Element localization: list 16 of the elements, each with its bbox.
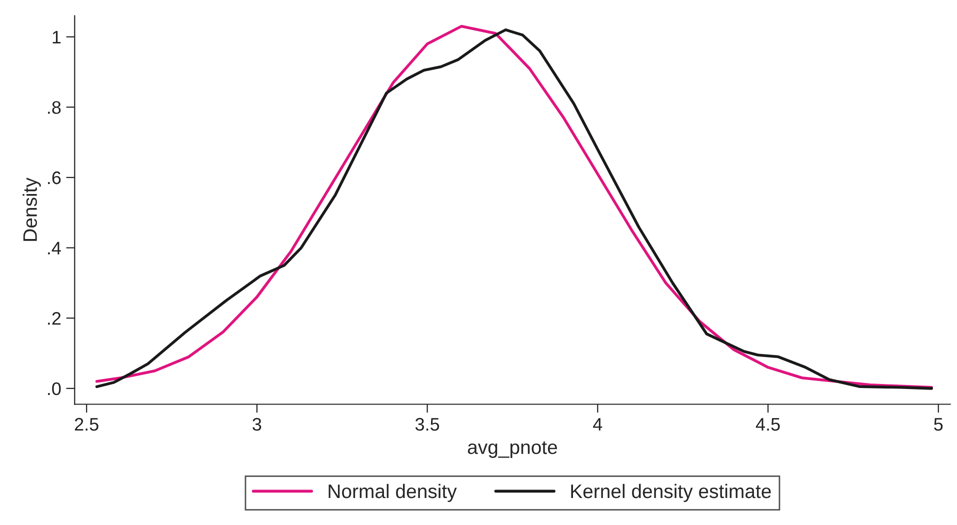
x-tick-label: 4	[593, 418, 602, 431]
y-tick-label: .6	[48, 171, 61, 184]
y-tick-label: .2	[48, 312, 61, 325]
y-tick-label: .0	[48, 382, 61, 396]
x-tick-label: 4.5	[756, 418, 780, 431]
x-axis-title: avg_pnote	[468, 441, 558, 458]
y-axis-title: Density	[22, 178, 41, 241]
x-tick-label: 2.5	[74, 418, 98, 431]
legend-label: Normal density	[328, 484, 457, 502]
y-tick-label: .4	[48, 242, 61, 254]
x-tick-label: 3.5	[415, 418, 440, 431]
y-tick-label: .8	[48, 101, 61, 114]
y-tick-label: 1	[52, 30, 61, 44]
x-tick-label: 3	[252, 418, 262, 431]
x-tick-label: 5	[934, 418, 943, 431]
legend-label: Kernel density estimate	[571, 484, 771, 502]
